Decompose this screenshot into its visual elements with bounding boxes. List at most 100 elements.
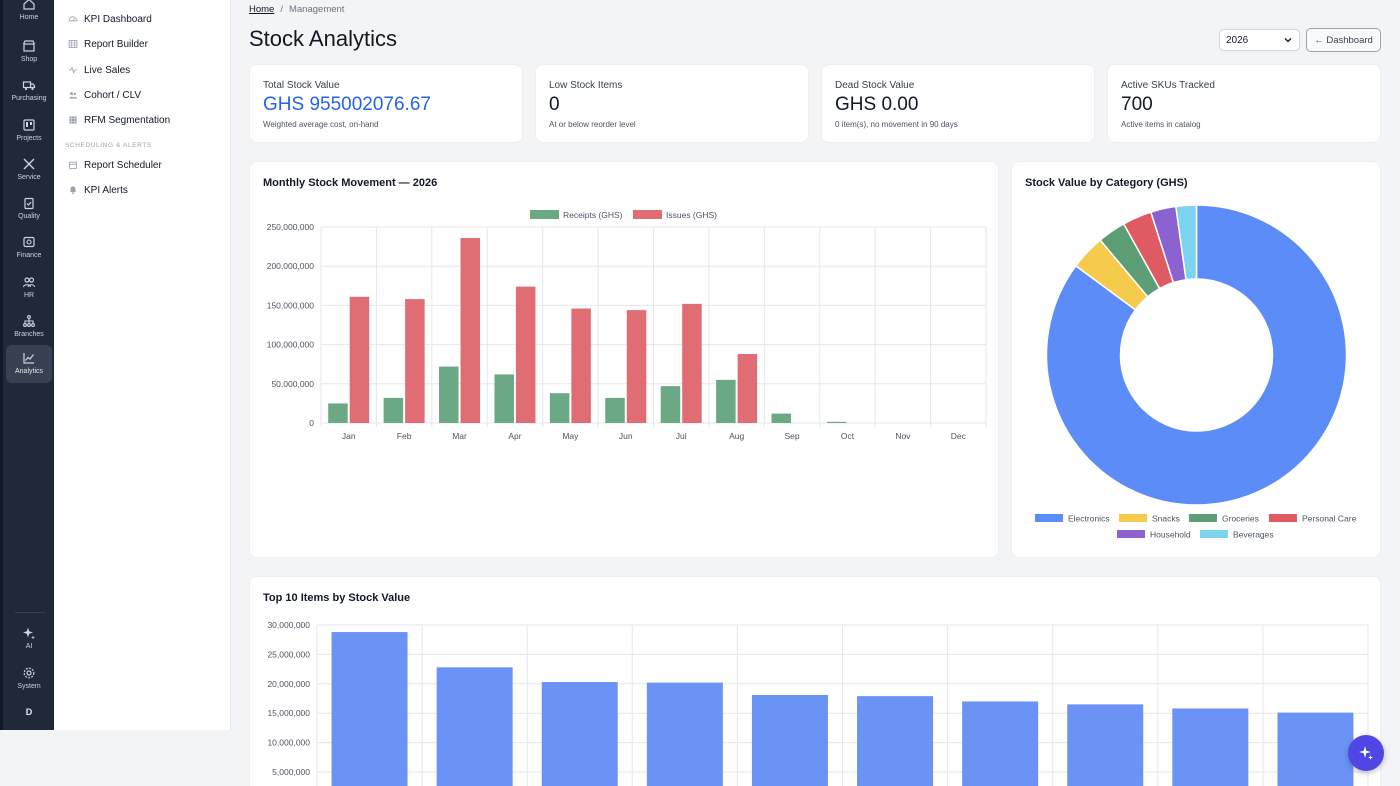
year-select[interactable]: 2026 <box>1219 29 1300 51</box>
calendar-icon <box>68 160 78 170</box>
user-avatar[interactable]: D <box>25 707 33 717</box>
rail-item-finance[interactable]: Finance <box>6 233 52 269</box>
rail-item-label: Quality <box>18 213 40 220</box>
y-tick-label: 20,000,000 <box>267 679 310 689</box>
rail-item-hr[interactable]: HR <box>6 273 52 309</box>
legend-label-receipts: Receipts (GHS) <box>563 210 623 220</box>
home-icon <box>22 0 36 11</box>
sparkle-icon <box>1359 746 1373 760</box>
legend-swatch <box>1035 514 1063 522</box>
sidebar-item-label: KPI Alerts <box>84 184 128 196</box>
y-tick-label: 5,000,000 <box>272 767 310 777</box>
legend-swatch <box>1189 514 1217 522</box>
rail-item-system[interactable]: System <box>6 664 52 700</box>
breadcrumb-home-link[interactable]: Home <box>249 4 275 15</box>
gear-icon <box>22 666 36 680</box>
kpi-subtext: At or below reorder level <box>549 120 636 129</box>
bar-issues-jun <box>626 310 647 423</box>
sidebar-item-cohort-clv[interactable]: Cohort / CLV <box>68 86 141 104</box>
kpi-card-low-stock-items: Low Stock Items 0 At or below reorder le… <box>535 64 809 143</box>
breadcrumb-separator: / <box>280 4 283 15</box>
legend-label: Snacks <box>1152 514 1180 524</box>
chevron-down-icon <box>1284 38 1292 43</box>
chart-title: Stock Value by Category (GHS) <box>1025 177 1188 189</box>
legend-label: Beverages <box>1233 530 1274 540</box>
gauge-icon <box>68 14 78 24</box>
shop-icon <box>22 39 36 53</box>
rail-item-label: Shop <box>20 56 38 63</box>
y-tick-label: 0 <box>309 418 314 428</box>
finance-icon <box>22 235 36 249</box>
rail-item-quality[interactable]: Quality <box>6 194 52 230</box>
sidebar-item-rfm-segmentation[interactable]: RFM Segmentation <box>68 111 170 129</box>
rail-divider <box>15 612 45 613</box>
rail-item-label: Service <box>17 174 41 181</box>
legend-swatch <box>1119 514 1147 522</box>
sidebar-item-report-builder[interactable]: Report Builder <box>68 35 148 53</box>
legend-swatch-issues <box>633 210 662 219</box>
y-tick-label: 30,000,000 <box>267 620 310 630</box>
legend-swatch <box>1117 530 1145 538</box>
bar-receipts-sep <box>771 413 792 423</box>
rail-item-label: Branches <box>14 331 44 338</box>
bar-issues-may <box>571 308 591 423</box>
stock-value-by-category-chart: Electronics Snacks Groceries Personal Care H… <box>1035 204 1357 540</box>
rail-item-label: AI <box>25 643 33 650</box>
bar-receipts-may <box>549 393 570 423</box>
rail-item-shop[interactable]: Shop <box>6 37 52 73</box>
bar-receipts-jun <box>605 397 625 423</box>
x-tick-label: May <box>562 431 579 441</box>
icon-rail: Home Shop Purchasing Projects Service Quality… <box>0 0 54 730</box>
legend-label: Personal Care <box>1302 514 1357 524</box>
stock-value-by-category-card: Stock Value by Category (GHS) Electronic… <box>1011 161 1381 558</box>
rail-item-label: Projects <box>16 135 42 142</box>
kpi-label: Low Stock Items <box>549 80 623 91</box>
sidebar-item-kpi-alerts[interactable]: KPI Alerts <box>68 181 128 199</box>
sidebar-item-kpi-dashboard[interactable]: KPI Dashboard <box>68 10 152 28</box>
bar-top-item-10 <box>1277 712 1354 786</box>
kpi-label: Total Stock Value <box>263 80 340 91</box>
rail-item-purchasing[interactable]: Purchasing <box>6 76 52 112</box>
rail-item-label: Analytics <box>14 368 43 375</box>
bar-top-item-9 <box>1172 708 1249 786</box>
rail-item-analytics[interactable]: Analytics <box>6 345 52 383</box>
monthly-stock-movement-card: Monthly Stock Movement — 2026 Receipts (… <box>249 161 999 558</box>
x-tick-label: Jan <box>342 431 356 441</box>
y-tick-label: 25,000,000 <box>267 649 310 659</box>
year-select-value: 2026 <box>1226 34 1249 46</box>
x-tick-label: Sep <box>784 431 799 441</box>
bar-top-item-6 <box>857 696 934 786</box>
x-tick-label: Oct <box>841 431 855 441</box>
bar-issues-apr <box>515 286 536 423</box>
rail-item-ai[interactable]: AI <box>6 624 52 660</box>
sidebar-item-label: KPI Dashboard <box>84 13 152 25</box>
bar-issues-jan <box>349 296 370 423</box>
pulse-icon <box>68 65 78 75</box>
rail-item-projects[interactable]: Projects <box>6 116 52 152</box>
bar-receipts-aug <box>716 379 736 423</box>
back-to-dashboard-button[interactable]: ← Dashboard <box>1306 28 1381 52</box>
x-tick-label: Dec <box>951 431 967 441</box>
table-icon <box>68 39 78 49</box>
rail-item-branches[interactable]: Branches <box>6 312 52 348</box>
clipboard-check-icon <box>22 196 36 210</box>
rail-item-label: HR <box>23 292 35 299</box>
bar-issues-aug <box>737 354 758 423</box>
pie-slice-beverages <box>1174 204 1198 281</box>
kpi-label: Active SKUs Tracked <box>1121 80 1215 91</box>
sidebar-item-live-sales[interactable]: Live Sales <box>68 61 130 79</box>
rail-item-service[interactable]: Service <box>6 155 52 191</box>
rail-item-home[interactable]: Home <box>6 0 52 31</box>
rail-item-label: Finance <box>16 252 42 259</box>
bar-top-item-4 <box>646 682 723 786</box>
footer-gap <box>0 730 248 786</box>
ai-assistant-button[interactable] <box>1348 735 1384 771</box>
y-tick-label: 150,000,000 <box>267 300 315 310</box>
bar-receipts-feb <box>383 397 404 423</box>
y-tick-label: 250,000,000 <box>267 222 315 232</box>
sidebar-item-report-scheduler[interactable]: Report Scheduler <box>68 156 162 174</box>
bar-receipts-oct <box>826 421 847 423</box>
sidebar-item-label: RFM Segmentation <box>84 114 171 126</box>
bar-top-item-3 <box>541 682 618 786</box>
bar-issues-jul <box>682 303 702 423</box>
